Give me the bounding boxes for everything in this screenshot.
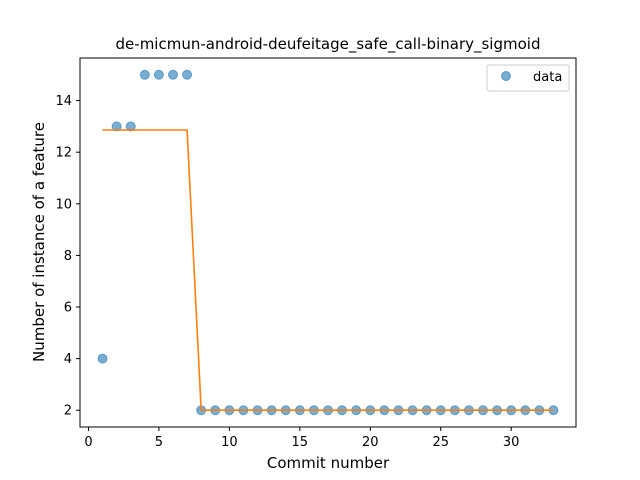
x-tick-label: 25 bbox=[432, 435, 449, 450]
y-tick-label: 6 bbox=[64, 301, 72, 316]
legend-marker-data bbox=[501, 71, 511, 81]
y-axis: 2 4 6 8 10 12 14 bbox=[55, 94, 80, 419]
data-point bbox=[168, 69, 178, 80]
y-tick-label: 2 bbox=[64, 404, 72, 419]
y-tick-label: 10 bbox=[55, 197, 72, 212]
x-axis-label: Commit number bbox=[267, 454, 390, 472]
data-point bbox=[125, 121, 136, 132]
x-tick-label: 5 bbox=[155, 435, 163, 450]
x-tick-label: 10 bbox=[221, 435, 238, 450]
x-tick-label: 30 bbox=[503, 435, 520, 450]
x-tick-label: 0 bbox=[84, 435, 92, 450]
data-point bbox=[153, 69, 164, 80]
data-point bbox=[97, 353, 108, 364]
y-tick-label: 12 bbox=[55, 146, 72, 161]
plot-frame bbox=[79, 57, 577, 428]
data-point bbox=[182, 69, 193, 80]
x-axis: 0 5 10 15 20 25 30 bbox=[84, 427, 519, 450]
x-tick-label: 15 bbox=[292, 435, 309, 450]
y-tick-label: 8 bbox=[64, 249, 72, 264]
data-point bbox=[139, 69, 150, 80]
y-tick-label: 14 bbox=[55, 94, 72, 109]
chart-title: de-micmun-android-deufeitage_safe_call-b… bbox=[116, 35, 541, 54]
y-tick-label: 4 bbox=[64, 352, 72, 367]
data-point bbox=[111, 121, 122, 132]
legend: data bbox=[486, 64, 570, 92]
fit-line bbox=[102, 129, 554, 412]
plot-area bbox=[97, 69, 559, 416]
y-axis-label: Number of instance of a feature bbox=[30, 122, 48, 362]
legend-label-data: data bbox=[533, 70, 562, 85]
x-tick-label: 20 bbox=[362, 435, 379, 450]
